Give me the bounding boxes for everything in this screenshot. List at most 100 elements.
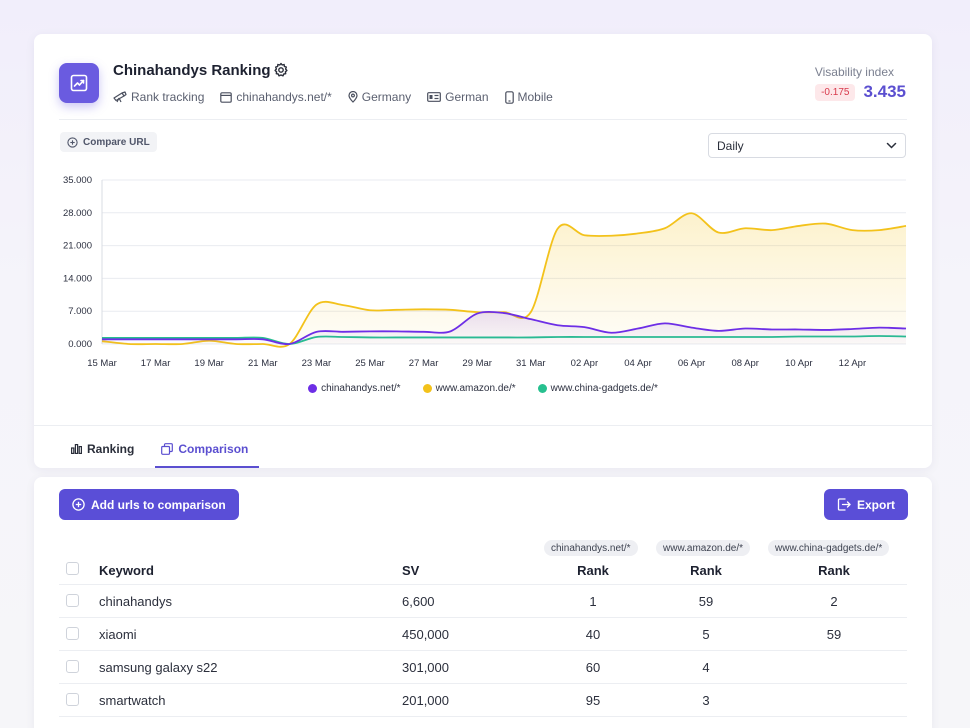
keyword-cell: smartwatch (99, 693, 166, 708)
y-tick-label: 28.000 (63, 208, 92, 219)
tab-ranking[interactable]: Ranking (70, 430, 135, 468)
series-area-0 (102, 311, 906, 345)
keyword-cell: chinahandys (99, 594, 172, 609)
x-tick-label: 19 Mar (194, 358, 224, 369)
compare-url-label: Compare URL (83, 136, 150, 148)
sv-cell: 301,000 (402, 660, 449, 675)
meta-label: German (445, 90, 489, 104)
sv-cell: 6,600 (402, 594, 435, 609)
meta-country: Germany (348, 90, 411, 104)
row-checkbox[interactable] (66, 594, 79, 607)
url-pill-amazon: www.amazon.de/* (656, 540, 751, 556)
y-tick-label: 0.000 (68, 339, 92, 350)
legend-label: chinahandys.net/* (321, 383, 401, 394)
legend-item[interactable]: www.amazon.de/* (422, 383, 516, 394)
trend-chart-icon (59, 63, 99, 103)
ranking-card: Chinahandys Ranking Rank tracking chinah… (34, 34, 932, 468)
meta-label: chinahandys.net/* (236, 90, 332, 104)
x-tick-label: 10 Apr (785, 358, 812, 369)
language-card-icon (427, 92, 442, 102)
legend-label: www.amazon.de/* (435, 383, 516, 394)
x-tick-label: 12 Apr (839, 358, 866, 369)
series-line-0 (102, 310, 907, 346)
column-header-sv[interactable]: SV (402, 563, 420, 578)
column-header-rank-chinahandys[interactable]: Rank (577, 563, 609, 578)
x-tick-label: 31 Mar (516, 358, 546, 369)
meta-label: Rank tracking (131, 90, 205, 104)
export-icon (837, 498, 851, 511)
period-select-value: Daily (717, 138, 744, 153)
column-header-keyword[interactable]: Keyword (99, 563, 154, 578)
meta-rank-tracking: Rank tracking (113, 90, 204, 104)
period-select[interactable]: Daily (708, 133, 906, 158)
rank-cell: 3 (702, 693, 710, 708)
rank-cell: 2 (830, 594, 838, 609)
x-tick-label: 02 Apr (571, 358, 598, 369)
rank-cell: 1 (589, 594, 597, 609)
x-tick-label: 23 Mar (302, 358, 332, 369)
x-tick-label: 29 Mar (462, 358, 492, 369)
chevron-down-icon (886, 142, 897, 149)
legend-item[interactable]: www.china-gadgets.de/* (537, 383, 658, 394)
bar-chart-icon (71, 444, 82, 454)
visibility-label: Visability index (814, 65, 894, 79)
tab-comparison[interactable]: Comparison (155, 430, 260, 468)
legend-label: www.china-gadgets.de/* (550, 383, 658, 394)
chart-legend: chinahandys.net/* www.amazon.de/* www.ch… (34, 383, 932, 394)
legend-dot (537, 384, 547, 393)
series-area-1 (102, 213, 906, 347)
x-tick-label: 04 Apr (624, 358, 651, 369)
row-checkbox[interactable] (66, 660, 79, 673)
rank-cell: 95 (585, 693, 601, 708)
x-tick-label: 06 Apr (678, 358, 705, 369)
telescope-icon (113, 91, 127, 103)
url-pill-china-gadgets: www.china-gadgets.de/* (768, 540, 890, 556)
rank-cell: 60 (585, 660, 601, 675)
meta-device: Mobile (504, 90, 553, 104)
row-checkbox[interactable] (66, 693, 79, 706)
legend-item[interactable]: chinahandys.net/* (308, 383, 401, 394)
x-tick-label: 25 Mar (355, 358, 385, 369)
add-urls-label: Add urls to comparison (91, 497, 226, 512)
copy-icon (161, 443, 174, 455)
row-checkbox[interactable] (66, 627, 79, 640)
row-divider (59, 617, 907, 618)
x-tick-label: 17 Mar (141, 358, 171, 369)
visibility-index: -0.175 3.435 (815, 82, 906, 102)
compare-url-button[interactable]: Compare URL (60, 132, 157, 152)
column-header-rank-amazon[interactable]: Rank (690, 563, 722, 578)
export-button[interactable]: Export (824, 489, 909, 520)
column-header-rank-china-gadgets[interactable]: Rank (818, 563, 850, 578)
row-divider (59, 584, 907, 585)
y-tick-label: 21.000 (63, 241, 92, 252)
plus-circle-icon (67, 136, 78, 148)
meta-label: Germany (361, 90, 412, 104)
meta-domain: chinahandys.net/* (220, 90, 332, 104)
page-title: Chinahandys Ranking (113, 62, 271, 79)
x-tick-label: 08 Apr (731, 358, 758, 369)
y-tick-label: 14.000 (63, 273, 92, 284)
sv-cell: 201,000 (402, 693, 449, 708)
visibility-delta-badge: -0.175 (815, 83, 856, 101)
y-tick-label: 7.000 (68, 306, 92, 317)
visibility-value: 3.435 (863, 82, 906, 101)
settings-gear-icon[interactable] (273, 62, 289, 78)
add-urls-button[interactable]: Add urls to comparison (59, 489, 239, 520)
ranking-line-chart: 35.000 28.000 21.000 14.000 7.000 0.000 15 Mar… (63, 175, 907, 369)
x-tick-label: 15 Mar (87, 358, 117, 369)
view-tabs: Ranking Comparison (70, 430, 260, 468)
y-tick-label: 35.000 (63, 175, 92, 186)
select-all-checkbox[interactable] (66, 562, 79, 575)
location-pin-icon (348, 91, 358, 103)
meta-label: Mobile (517, 90, 553, 104)
x-tick-label: 27 Mar (409, 358, 439, 369)
legend-dot (308, 384, 318, 393)
row-divider (59, 683, 907, 684)
meta-language: German (427, 90, 489, 104)
keyword-cell: samsung galaxy s22 (99, 660, 218, 675)
tabs-divider (34, 425, 932, 426)
comparison-card: Add urls to comparison Export chinahandy… (34, 477, 932, 728)
export-label: Export (857, 497, 896, 512)
sv-cell: 450,000 (402, 627, 449, 642)
rank-cell: 4 (702, 660, 710, 675)
